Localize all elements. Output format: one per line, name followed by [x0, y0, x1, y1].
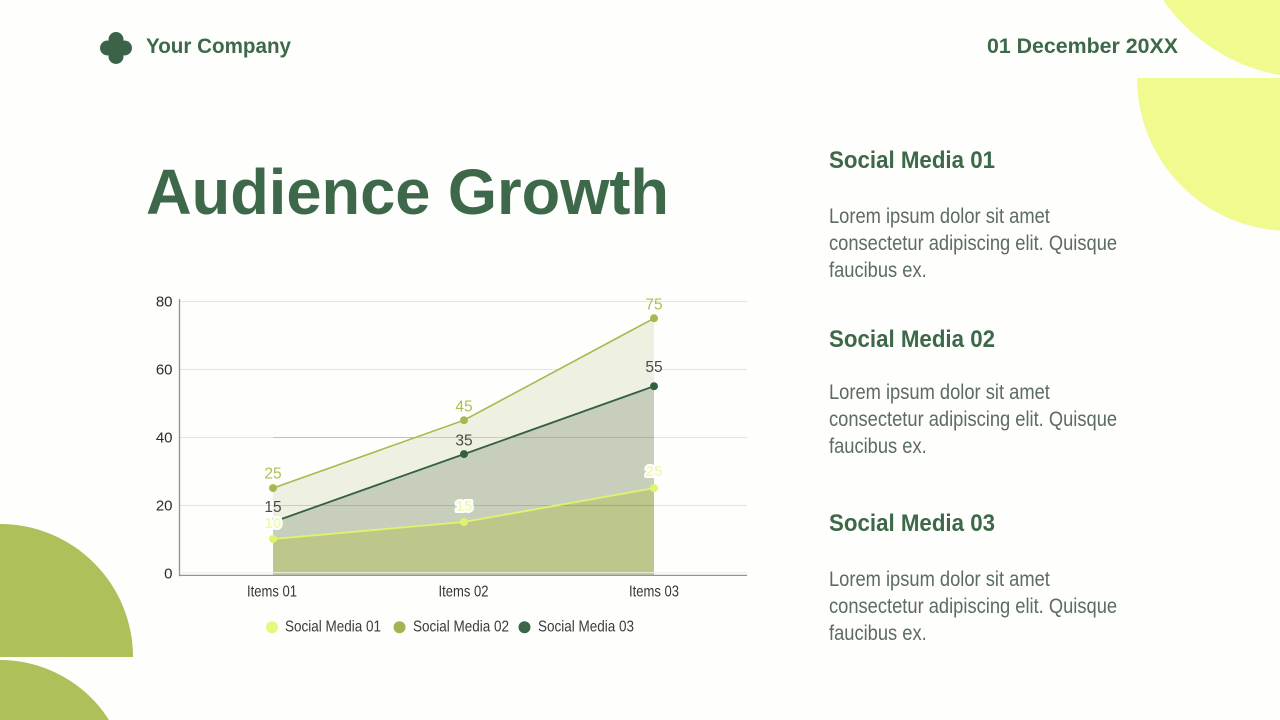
svg-text:Items 01: Items 01	[247, 584, 297, 601]
svg-text:15: 15	[264, 499, 281, 516]
svg-text:Items 03: Items 03	[629, 584, 679, 601]
svg-text:10: 10	[265, 515, 282, 532]
svg-text:25: 25	[264, 466, 281, 483]
svg-text:60: 60	[156, 362, 173, 379]
svg-text:45: 45	[455, 399, 472, 416]
svg-text:75: 75	[645, 297, 662, 314]
svg-text:Social Media 03: Social Media 03	[538, 619, 634, 636]
svg-text:20: 20	[156, 498, 173, 515]
svg-text:Social Media 02: Social Media 02	[413, 619, 509, 636]
svg-text:35: 35	[455, 433, 472, 450]
svg-text:0: 0	[164, 566, 172, 583]
svg-text:80: 80	[156, 294, 173, 311]
svg-text:Social Media 01: Social Media 01	[285, 619, 381, 636]
svg-text:15: 15	[456, 498, 473, 515]
svg-text:Items 02: Items 02	[439, 584, 489, 601]
svg-text:25: 25	[646, 463, 663, 480]
svg-text:40: 40	[156, 430, 173, 447]
svg-text:55: 55	[645, 359, 662, 376]
